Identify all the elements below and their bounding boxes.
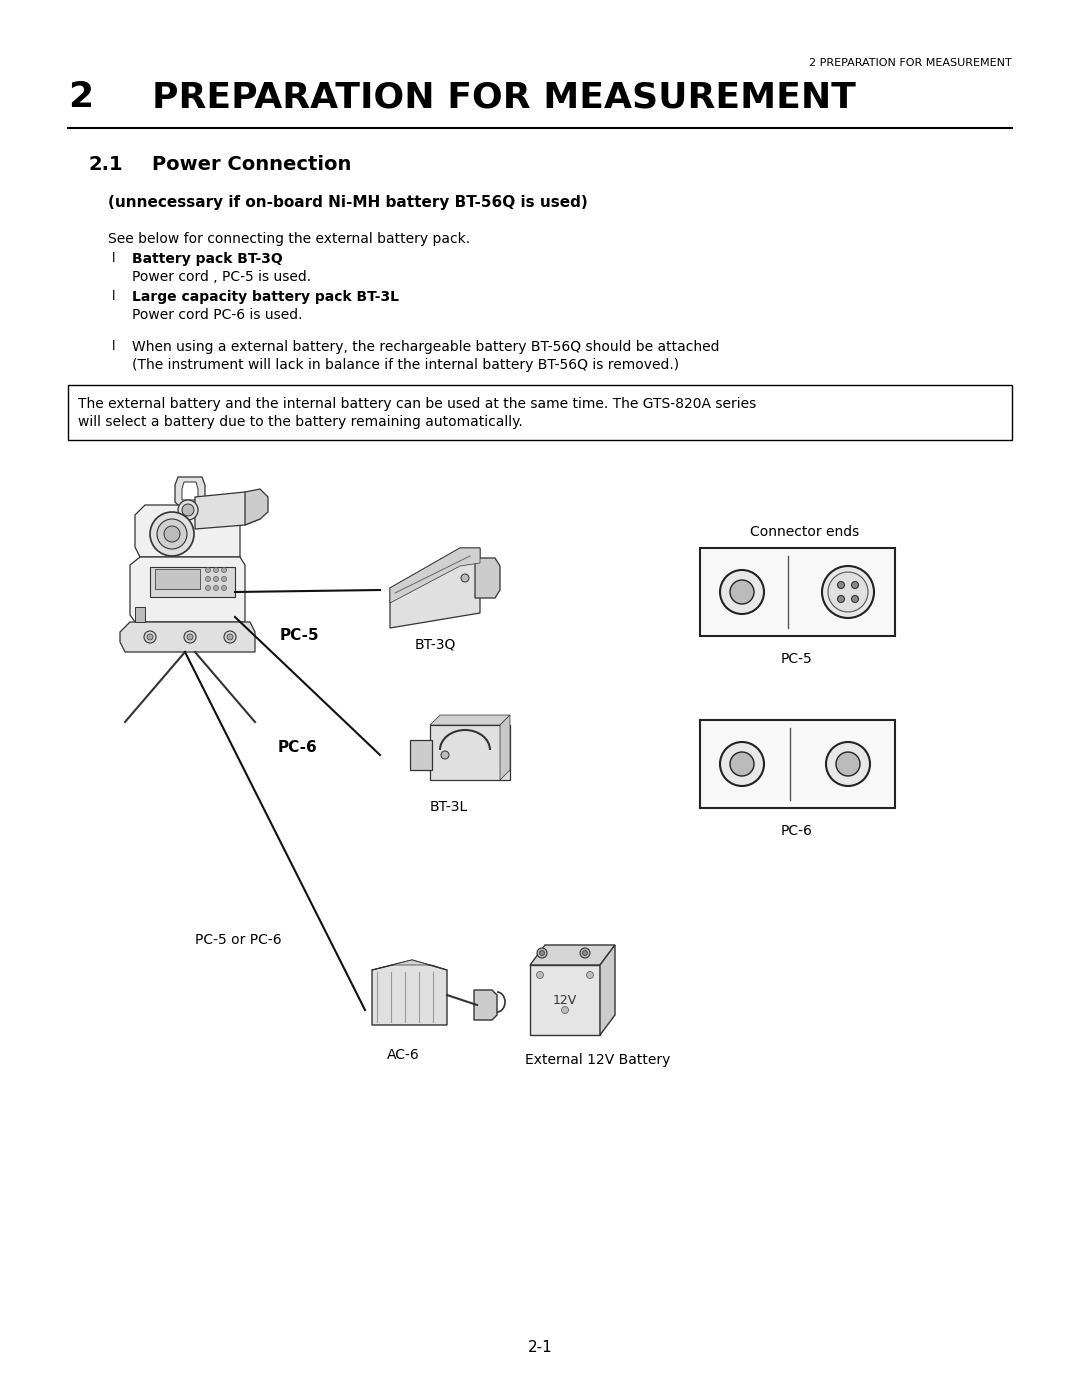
Circle shape — [183, 504, 194, 515]
Circle shape — [586, 971, 594, 978]
Polygon shape — [135, 504, 240, 557]
Bar — [530, 965, 600, 1035]
Circle shape — [537, 949, 546, 958]
Circle shape — [580, 949, 590, 958]
Text: 12V: 12V — [553, 993, 577, 1006]
Polygon shape — [475, 557, 500, 598]
Circle shape — [720, 742, 764, 787]
Circle shape — [144, 631, 156, 643]
Circle shape — [150, 511, 194, 556]
Circle shape — [720, 570, 764, 615]
Circle shape — [221, 585, 227, 591]
Text: The external battery and the internal battery can be used at the same time. The : The external battery and the internal ba… — [78, 397, 756, 411]
Text: Large capacity battery pack BT-3L: Large capacity battery pack BT-3L — [132, 291, 399, 305]
Circle shape — [224, 631, 237, 643]
Circle shape — [205, 567, 211, 573]
Polygon shape — [175, 476, 205, 507]
Polygon shape — [150, 567, 235, 597]
Circle shape — [147, 634, 153, 640]
Text: AC-6: AC-6 — [387, 1048, 420, 1062]
Circle shape — [187, 634, 193, 640]
Circle shape — [582, 950, 588, 956]
Text: PC-5: PC-5 — [280, 627, 320, 643]
Text: Connector ends: Connector ends — [750, 525, 860, 539]
Text: Battery pack BT-3Q: Battery pack BT-3Q — [132, 251, 283, 265]
Circle shape — [205, 585, 211, 591]
Circle shape — [441, 752, 449, 759]
Text: PREPARATION FOR MEASUREMENT: PREPARATION FOR MEASUREMENT — [152, 80, 855, 115]
Circle shape — [184, 631, 195, 643]
Text: PC-5: PC-5 — [781, 652, 813, 666]
Circle shape — [537, 971, 543, 978]
Polygon shape — [195, 492, 260, 529]
Circle shape — [221, 567, 227, 573]
Text: External 12V Battery: External 12V Battery — [525, 1053, 671, 1067]
Circle shape — [540, 950, 544, 956]
Text: will select a battery due to the battery remaining automatically.: will select a battery due to the battery… — [78, 415, 523, 429]
Text: BT-3L: BT-3L — [430, 800, 469, 814]
Text: (The instrument will lack in balance if the internal battery BT-56Q is removed.): (The instrument will lack in balance if … — [132, 358, 679, 372]
Text: l: l — [112, 339, 116, 353]
Circle shape — [730, 752, 754, 775]
Text: See below for connecting the external battery pack.: See below for connecting the external ba… — [108, 232, 470, 246]
Circle shape — [730, 580, 754, 604]
Polygon shape — [183, 482, 198, 500]
Circle shape — [164, 527, 180, 542]
Circle shape — [826, 742, 870, 787]
Circle shape — [214, 585, 218, 591]
Polygon shape — [430, 715, 510, 725]
Polygon shape — [372, 960, 447, 1025]
Text: Power Connection: Power Connection — [152, 155, 351, 175]
Polygon shape — [120, 622, 255, 652]
Text: When using a external battery, the rechargeable battery BT-56Q should be attache: When using a external battery, the recha… — [132, 339, 719, 353]
Circle shape — [461, 574, 469, 583]
Circle shape — [221, 577, 227, 581]
Text: (unnecessary if on-board Ni-MH battery BT-56Q is used): (unnecessary if on-board Ni-MH battery B… — [108, 196, 588, 210]
Text: l: l — [112, 291, 116, 303]
Bar — [430, 725, 510, 780]
Text: Power cord , PC-5 is used.: Power cord , PC-5 is used. — [132, 270, 311, 284]
Circle shape — [562, 1006, 568, 1013]
Text: PC-6: PC-6 — [781, 824, 813, 838]
Circle shape — [851, 595, 859, 602]
Polygon shape — [600, 944, 615, 1035]
Circle shape — [214, 577, 218, 581]
Text: 2 PREPARATION FOR MEASUREMENT: 2 PREPARATION FOR MEASUREMENT — [809, 59, 1012, 68]
Polygon shape — [372, 960, 447, 970]
Text: 2.1: 2.1 — [87, 155, 123, 175]
Bar — [410, 740, 432, 770]
Text: l: l — [112, 251, 116, 265]
Circle shape — [851, 581, 859, 588]
Polygon shape — [135, 608, 145, 622]
Bar — [700, 719, 895, 807]
Circle shape — [214, 567, 218, 573]
Bar — [700, 548, 895, 636]
Polygon shape — [500, 715, 510, 780]
Text: 2-1: 2-1 — [528, 1340, 552, 1355]
Polygon shape — [474, 990, 497, 1020]
Circle shape — [178, 500, 198, 520]
Circle shape — [836, 752, 860, 775]
Bar — [68, 386, 1012, 440]
Circle shape — [828, 571, 868, 612]
Circle shape — [837, 581, 845, 588]
Circle shape — [157, 520, 187, 549]
Polygon shape — [390, 548, 480, 604]
Text: 2: 2 — [68, 80, 93, 115]
Circle shape — [227, 634, 233, 640]
Polygon shape — [530, 944, 615, 965]
Polygon shape — [245, 489, 268, 525]
Text: BT-3Q: BT-3Q — [415, 638, 457, 652]
Polygon shape — [130, 557, 245, 622]
Text: PC-5 or PC-6: PC-5 or PC-6 — [195, 933, 282, 947]
Circle shape — [837, 595, 845, 602]
Circle shape — [205, 577, 211, 581]
Text: Power cord PC-6 is used.: Power cord PC-6 is used. — [132, 307, 302, 321]
Polygon shape — [156, 569, 200, 590]
Text: PC-6: PC-6 — [278, 740, 318, 756]
Circle shape — [822, 566, 874, 617]
Polygon shape — [390, 548, 480, 629]
